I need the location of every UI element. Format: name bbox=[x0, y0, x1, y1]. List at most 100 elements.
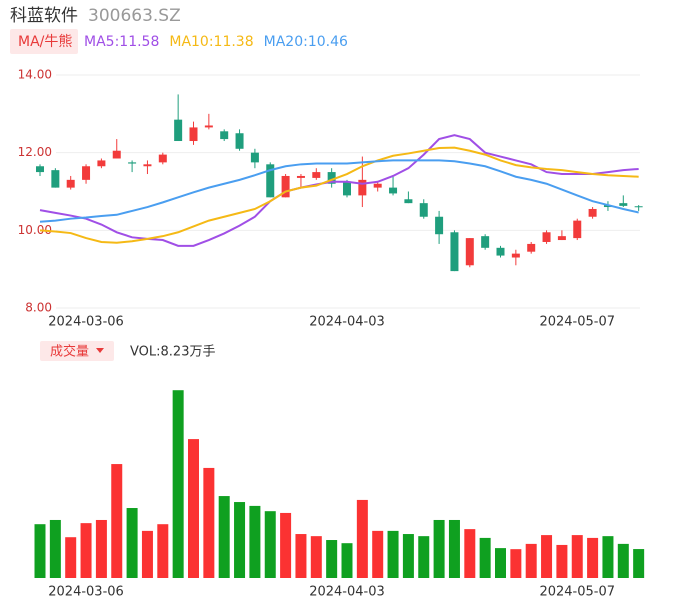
candle-body bbox=[542, 232, 551, 242]
x-tick-label: 2024-04-03 bbox=[309, 315, 385, 330]
volume-bar bbox=[602, 536, 614, 578]
ma-line bbox=[39, 134, 639, 247]
volume-bar bbox=[326, 540, 338, 578]
candle-body bbox=[66, 179, 75, 188]
y-tick-label: 12.00 bbox=[18, 145, 52, 159]
volume-bar bbox=[65, 537, 77, 578]
ma-line bbox=[39, 146, 639, 244]
volume-bar bbox=[80, 523, 92, 578]
candle-body bbox=[143, 164, 152, 167]
candle-body bbox=[250, 152, 259, 163]
volume-bar bbox=[49, 519, 61, 578]
volume-bar bbox=[433, 519, 445, 578]
volume-bar bbox=[617, 543, 629, 578]
volume-bar bbox=[418, 536, 430, 578]
candle-body bbox=[97, 160, 106, 167]
volume-bar bbox=[556, 544, 568, 578]
volume-bar bbox=[402, 534, 414, 578]
volume-bar bbox=[587, 537, 599, 578]
x-tick-label: 2024-05-07 bbox=[539, 315, 615, 330]
candle-body bbox=[343, 181, 351, 196]
volume-bar bbox=[188, 439, 199, 578]
volume-bar bbox=[203, 467, 215, 578]
candle-body bbox=[634, 206, 643, 208]
candle-body bbox=[220, 131, 229, 140]
volume-bar bbox=[295, 534, 307, 578]
candle-body bbox=[557, 236, 566, 241]
candle-body bbox=[112, 150, 121, 159]
y-tick-label: 8.00 bbox=[25, 301, 52, 315]
volume-bar bbox=[633, 549, 645, 578]
candle-body bbox=[312, 172, 321, 178]
volume-bar bbox=[525, 543, 537, 578]
legend-label: MA10:11.38 bbox=[169, 34, 253, 50]
dropdown-arrow[interactable] bbox=[96, 348, 104, 353]
volume-bar bbox=[571, 535, 583, 578]
candle-body bbox=[404, 199, 413, 204]
volume-bar bbox=[218, 496, 230, 578]
volume-bar bbox=[387, 530, 399, 578]
ma-line bbox=[39, 159, 639, 223]
volume-bar bbox=[234, 502, 246, 578]
candle-body bbox=[174, 119, 183, 142]
volume-bar bbox=[111, 464, 123, 578]
candle-body bbox=[527, 243, 536, 252]
volume-bar bbox=[356, 499, 368, 578]
ma-tab[interactable]: MA/牛熊 bbox=[18, 34, 72, 50]
candle-body bbox=[573, 220, 582, 239]
volume-bar bbox=[372, 530, 384, 578]
vol-tab-bg[interactable] bbox=[40, 341, 114, 361]
x-tick-label: 2024-05-07 bbox=[539, 585, 615, 600]
legend-label: MA20:10.46 bbox=[264, 34, 348, 50]
candle-body bbox=[327, 172, 336, 184]
volume-bar bbox=[172, 390, 184, 578]
x-tick-label: 2024-03-06 bbox=[48, 315, 124, 330]
legend-label: MA5:11.58 bbox=[84, 34, 159, 50]
candle-body bbox=[358, 179, 367, 196]
candle-body bbox=[450, 232, 459, 272]
volume-bar bbox=[95, 519, 107, 578]
candle-body bbox=[619, 203, 628, 206]
candle-body bbox=[419, 203, 428, 217]
candle-body bbox=[373, 183, 382, 188]
volume-bar bbox=[34, 524, 46, 578]
candle-body bbox=[82, 166, 91, 180]
x-tick-label: 2024-03-06 bbox=[48, 585, 124, 600]
stock-code: 300663.SZ bbox=[88, 6, 181, 26]
candle-body bbox=[281, 175, 290, 198]
candle-body bbox=[189, 127, 198, 142]
candle-body bbox=[51, 170, 60, 188]
volume-bar bbox=[495, 548, 506, 578]
candle-body bbox=[435, 216, 444, 235]
candle-body bbox=[266, 164, 275, 198]
candle-body bbox=[588, 208, 597, 217]
candle-body bbox=[481, 236, 490, 248]
candle-body bbox=[158, 154, 167, 163]
volume-bar bbox=[157, 524, 169, 578]
candle-body bbox=[389, 187, 398, 194]
candle-body bbox=[128, 162, 137, 164]
volume-bar bbox=[479, 537, 491, 578]
volume-bar bbox=[126, 508, 138, 578]
x-tick-label: 2024-04-03 bbox=[309, 585, 385, 600]
vol-tab[interactable]: 成交量 bbox=[50, 344, 89, 360]
volume-bar bbox=[310, 536, 322, 578]
volume-bar bbox=[280, 512, 292, 578]
candle-body bbox=[465, 238, 474, 266]
volume-bar bbox=[264, 511, 276, 578]
ma-tab-bg[interactable] bbox=[10, 29, 78, 54]
candle-body bbox=[496, 247, 505, 256]
volume-bar bbox=[141, 530, 153, 578]
candle-body bbox=[36, 166, 44, 173]
candle-body bbox=[296, 175, 305, 178]
candle-body bbox=[204, 125, 213, 128]
stock-name: 科蓝软件 bbox=[10, 6, 78, 26]
volume-bar bbox=[510, 549, 522, 578]
vol-label: VOL:8.23万手 bbox=[130, 345, 215, 360]
volume-bar bbox=[249, 505, 261, 578]
candle-body bbox=[511, 253, 520, 258]
volume-bar bbox=[341, 543, 353, 578]
candle-body bbox=[235, 133, 244, 149]
volume-bar bbox=[541, 535, 553, 578]
